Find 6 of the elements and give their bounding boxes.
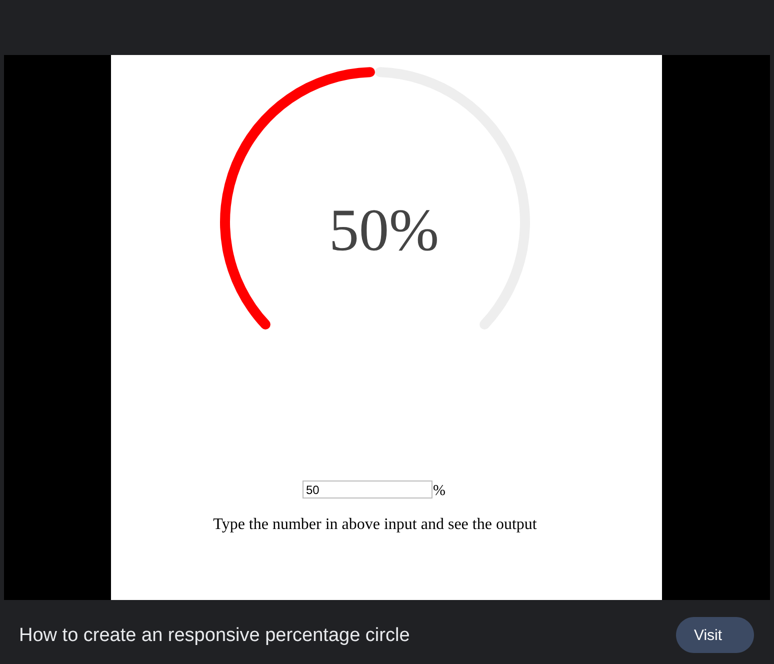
text: How to create an responsive percentage circle <box>19 625 410 646</box>
text: % <box>433 483 446 499</box>
text: Type the number in above input and see the output <box>213 516 538 533</box>
text: 50% <box>329 197 439 263</box>
text: Visit <box>694 627 723 644</box>
text: 50 <box>306 483 320 497</box>
